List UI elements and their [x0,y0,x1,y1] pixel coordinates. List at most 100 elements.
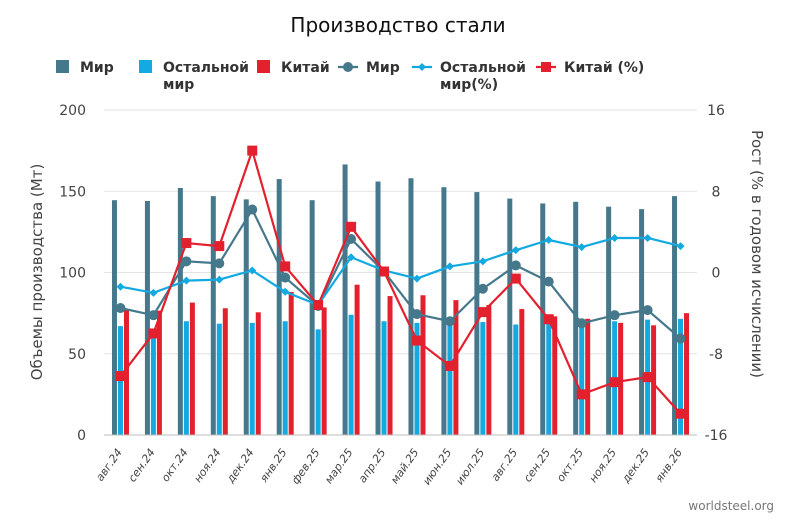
legend-swatch [257,60,270,73]
line-rest-of-world-point [149,288,158,297]
bar-china [255,312,261,435]
legend-label: Китай (%) [564,60,644,76]
line-china-point [346,221,357,232]
line-rest-of-world-point [676,242,685,251]
bar-china [519,309,525,435]
line-china-point [444,360,455,371]
line-rest-of-world-point [610,233,619,242]
line-rest-of-world-point [544,236,553,244]
line-rest-of-world-point [182,276,191,285]
bar-rest-of-world [183,321,189,435]
x-tick-label: янв.25 [257,446,289,484]
line-world-point [181,256,192,267]
line-china-point [313,300,324,310]
bar-rest-of-world [579,321,585,435]
y2-axis-label: Рост (% в годовом исчислении) [748,130,766,378]
bar-world [507,198,513,435]
bar-china [486,305,492,435]
line-rest-of-world-point [412,274,421,283]
bar-world [606,206,612,435]
bar-china [156,310,162,435]
line-world-point [280,272,291,283]
bar-world [111,200,117,435]
line-world-point [346,233,357,244]
y-tick-label: 200 [59,103,86,119]
y-tick-label: 50 [68,347,86,363]
bar-world [375,181,381,435]
line-china [119,149,682,415]
x-tick-label: дек.25 [619,446,652,486]
legend-swatch [139,60,152,73]
line-world-point [148,310,159,321]
line-china-point [609,377,620,388]
y2-tick-label: 16 [707,103,725,119]
legend-label-line2: мир(%) [440,77,498,93]
bar-rest-of-world [282,321,288,435]
legend-marker [343,62,353,72]
bar-china [453,300,459,435]
legend-marker [418,63,426,71]
line-china-point [543,314,554,325]
line-world-point [444,316,455,327]
bar-world [276,179,282,435]
bar-world [309,200,315,435]
line-world-point [214,258,225,269]
bar-world [672,196,678,435]
bar-world [243,199,249,435]
bar-china [651,325,657,435]
line-world-point [642,305,653,316]
chart-title: Производство стали [290,13,505,37]
bar-world [639,209,645,435]
legend-label: Мир [80,60,114,76]
bar-world [342,164,348,435]
line-world [120,208,682,340]
line-world-point [247,204,258,215]
bar-world [177,188,183,435]
bar-rest-of-world [447,321,453,435]
bar-china [585,318,591,435]
line-world-point [609,310,620,321]
line-china-point [181,238,192,249]
x-tick-label: июн.25 [420,446,454,487]
x-tick-label: мар.25 [322,446,355,486]
bar-rest-of-world [381,321,387,435]
y2-tick-label: 8 [712,184,721,200]
bar-rest-of-world [678,318,684,435]
y2-tick-label: -16 [705,428,728,444]
line-china-point [280,261,291,272]
line-world-point [477,283,488,294]
bar-china [321,307,327,435]
bar-china [420,295,426,435]
y-tick-label: 150 [59,184,86,200]
y-tick-label: 0 [77,428,86,444]
line-china-point [379,266,390,277]
x-tick-label: янв.26 [653,446,685,484]
x-tick-label: авг.24 [93,446,125,483]
line-world-point [543,276,554,287]
line-world-point [411,309,422,320]
x-tick-label: ноя.24 [191,446,223,485]
bar-china [684,313,690,435]
bar-china [552,316,558,435]
line-rest-of-world-point [643,233,652,242]
line-china-point [576,389,587,400]
line-rest-of-world-point [215,275,224,284]
legend-label-line2: мир [163,77,194,93]
line-china-point [214,241,225,252]
line-china-point [411,335,422,346]
line-world-point [675,333,686,344]
bar-china [222,308,228,435]
line-china-point [675,408,686,419]
line-series [115,145,686,419]
x-tick-label: май.25 [388,446,421,486]
bar-series [111,164,690,435]
line-china-point [247,145,258,156]
x-tick-label: июл.25 [453,446,487,487]
x-tick-label: ноя.25 [587,446,619,485]
y-axis-label: Объемы производства (Мт) [28,164,46,381]
line-world-point [576,318,587,329]
line-rest-of-world-point [511,246,520,255]
bar-world [441,187,447,435]
